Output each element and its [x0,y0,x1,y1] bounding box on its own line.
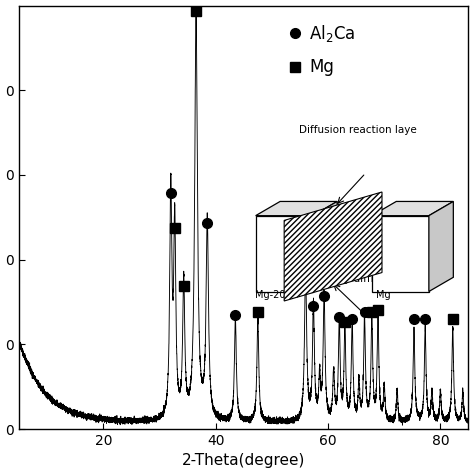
Polygon shape [255,201,337,216]
Polygon shape [284,192,382,301]
Polygon shape [429,201,453,292]
Text: Mg: Mg [309,58,334,76]
Text: Diffusion reaction laye: Diffusion reaction laye [300,125,417,135]
Text: Al$_2$Ca: Al$_2$Ca [309,23,355,44]
Text: Mg: Mg [376,290,391,300]
Polygon shape [313,201,337,292]
X-axis label: 2-Theta(degree): 2-Theta(degree) [182,454,306,468]
Polygon shape [255,216,313,292]
Text: X-ray diffracti: X-ray diffracti [323,274,394,284]
Text: Mg-20Ca: Mg-20Ca [255,290,298,300]
Polygon shape [372,216,429,292]
Polygon shape [372,201,453,216]
